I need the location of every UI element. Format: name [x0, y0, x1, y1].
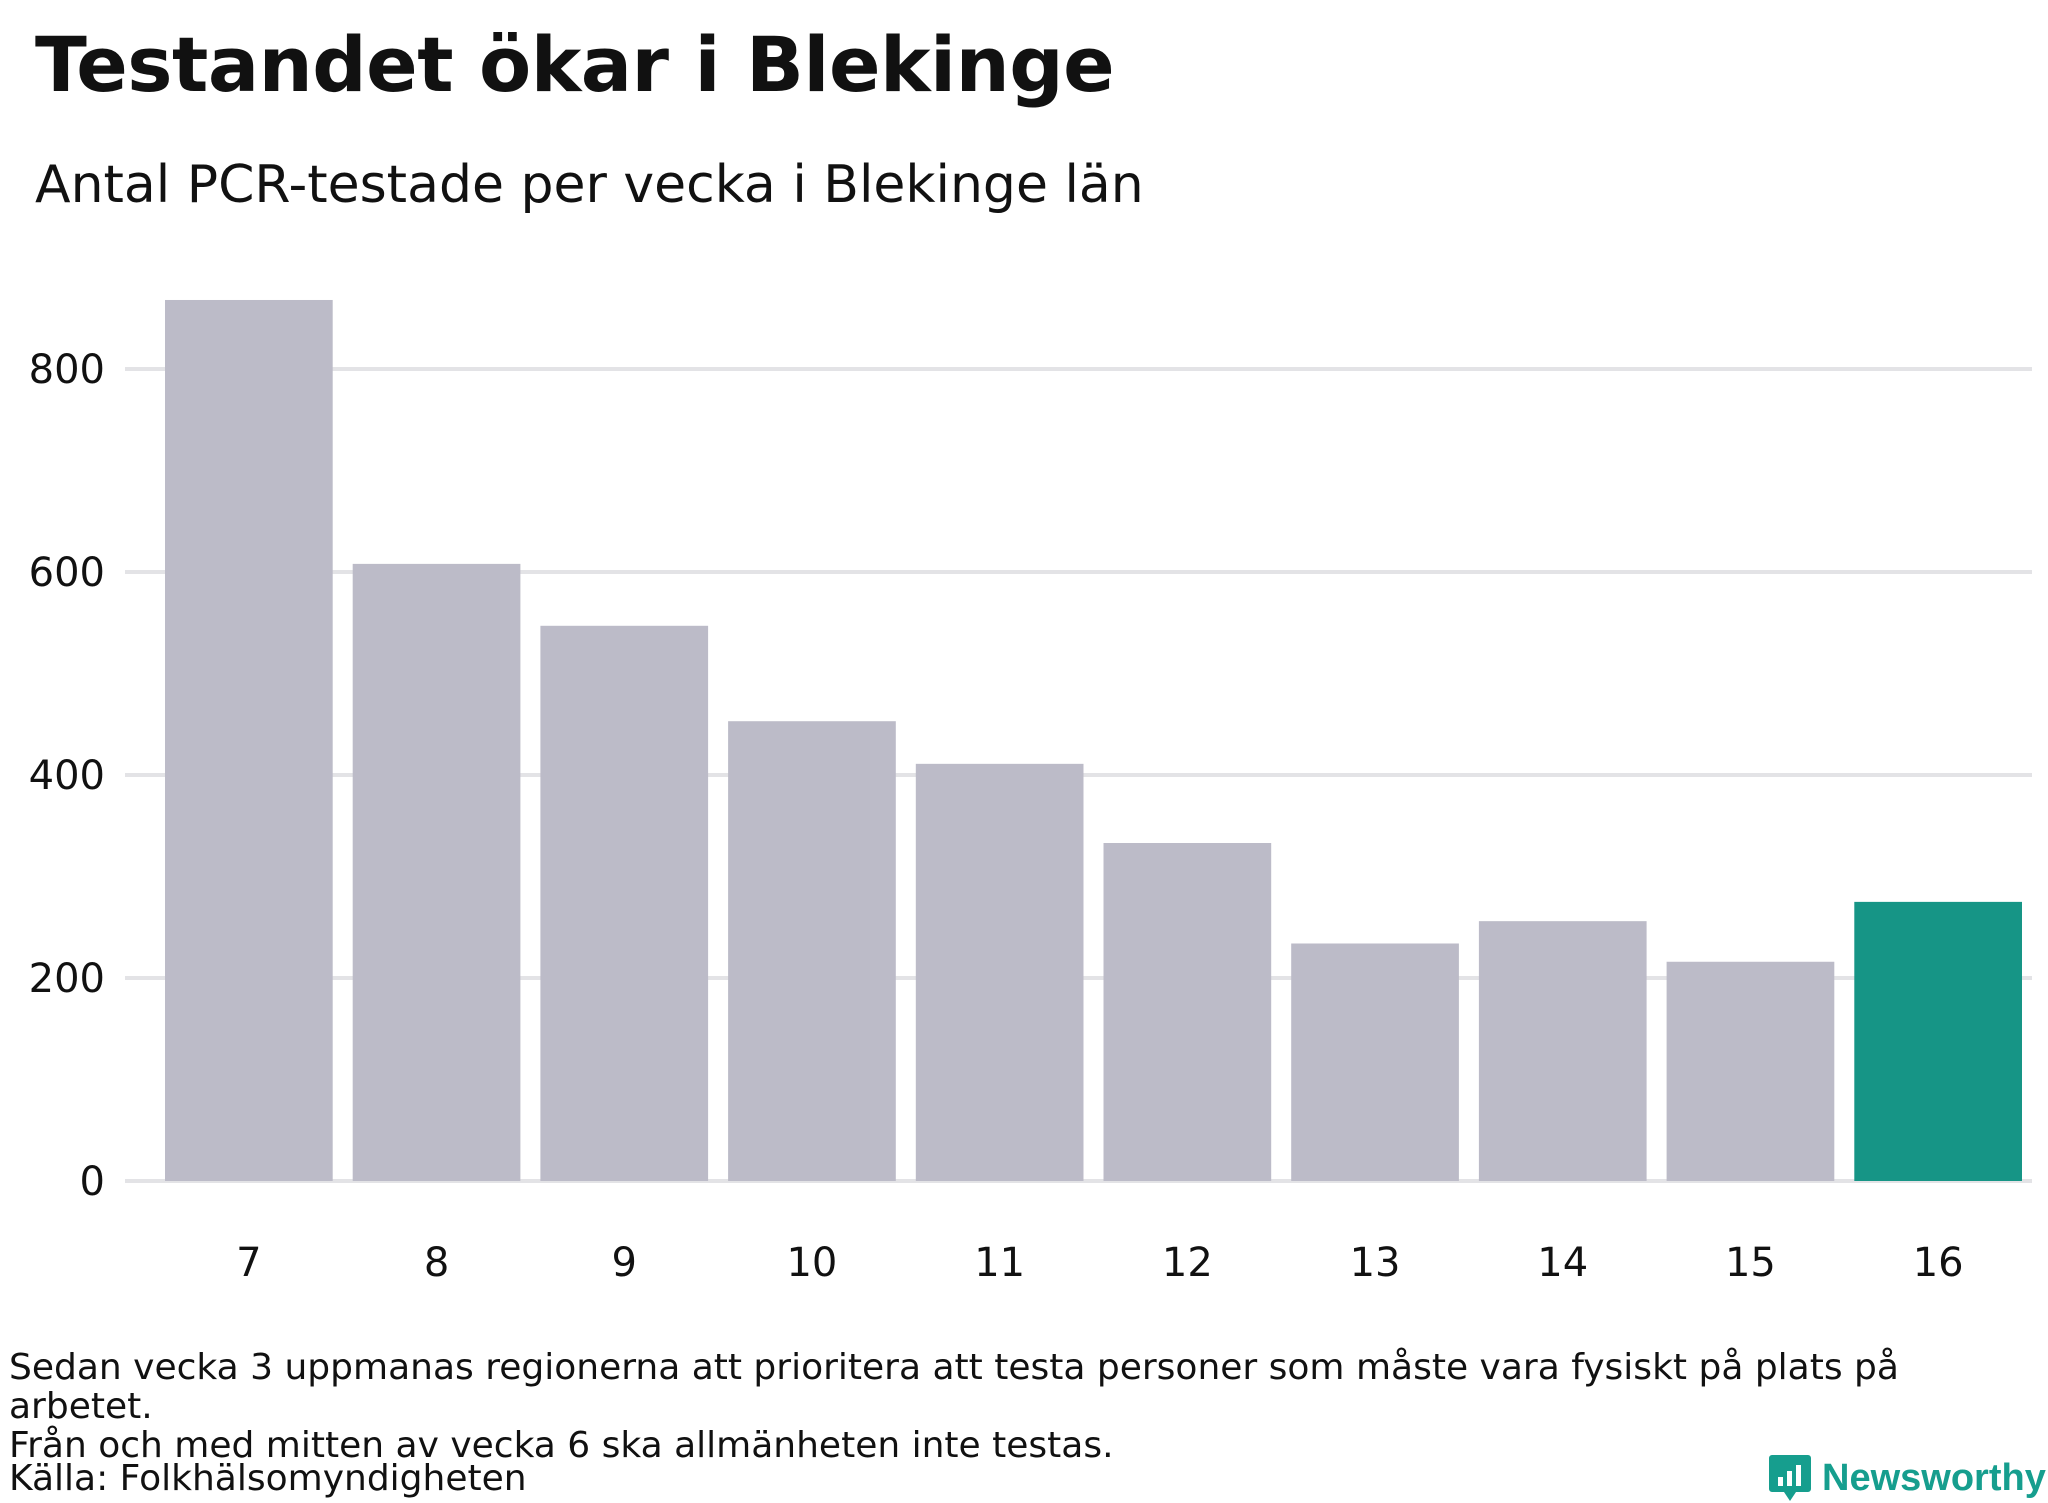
- x-tick-label: 16: [1913, 1240, 1964, 1286]
- bar-chart: 0 200 400 600 800 7 8 9 10 11 12 13 14 15 16: [29, 299, 2032, 1286]
- chart-title: Testandet ökar i Blekinge: [35, 20, 1115, 109]
- x-axis-ticks: 7 8 9 10 11 12 13 14 15 16: [236, 1240, 1963, 1286]
- y-tick-label: 600: [29, 550, 105, 596]
- y-tick-label: 400: [29, 753, 105, 799]
- x-tick-label: 9: [612, 1240, 637, 1286]
- bars: [165, 299, 2022, 1182]
- newsworthy-logo: Newsworthy: [1768, 1453, 2046, 1503]
- bar-week-16: [1854, 901, 2022, 1181]
- chart-subtitle: Antal PCR-testade per vecka i Blekinge l…: [35, 155, 1144, 215]
- source-credit: Källa: Folkhälsomyndigheten: [9, 1458, 527, 1499]
- note-line-2: Från och med mitten av vecka 6 ska allmä…: [9, 1425, 1114, 1466]
- x-tick-label: 13: [1350, 1240, 1401, 1286]
- x-tick-label: 14: [1537, 1240, 1588, 1286]
- bar-week-11: [915, 763, 1084, 1181]
- x-tick-label: 15: [1725, 1240, 1776, 1286]
- bar-week-12: [1103, 843, 1272, 1181]
- x-tick-label: 10: [786, 1240, 837, 1286]
- x-tick-label: 7: [236, 1240, 261, 1286]
- y-tick-label: 200: [29, 956, 105, 1002]
- bar-week-8: [352, 563, 521, 1181]
- chart-note: Sedan vecka 3 uppmanas regionerna att pr…: [9, 1348, 2048, 1465]
- x-tick-label: 8: [424, 1240, 449, 1286]
- bar-week-7: [165, 299, 333, 1182]
- bar-week-15: [1666, 961, 1835, 1181]
- bar-week-14: [1478, 921, 1647, 1181]
- note-line-1: Sedan vecka 3 uppmanas regionerna att pr…: [9, 1347, 1899, 1427]
- y-tick-label: 800: [29, 347, 105, 393]
- bar-week-9: [540, 625, 709, 1181]
- y-tick-label: 0: [80, 1159, 105, 1205]
- y-axis-ticks: 0 200 400 600 800: [29, 347, 105, 1205]
- x-tick-label: 12: [1162, 1240, 1213, 1286]
- x-tick-label: 11: [974, 1240, 1025, 1286]
- bar-week-13: [1291, 943, 1459, 1181]
- bar-week-10: [728, 721, 896, 1181]
- newsworthy-logo-text: Newsworthy: [1822, 1456, 2046, 1499]
- newsworthy-logo-icon: [1769, 1455, 1811, 1501]
